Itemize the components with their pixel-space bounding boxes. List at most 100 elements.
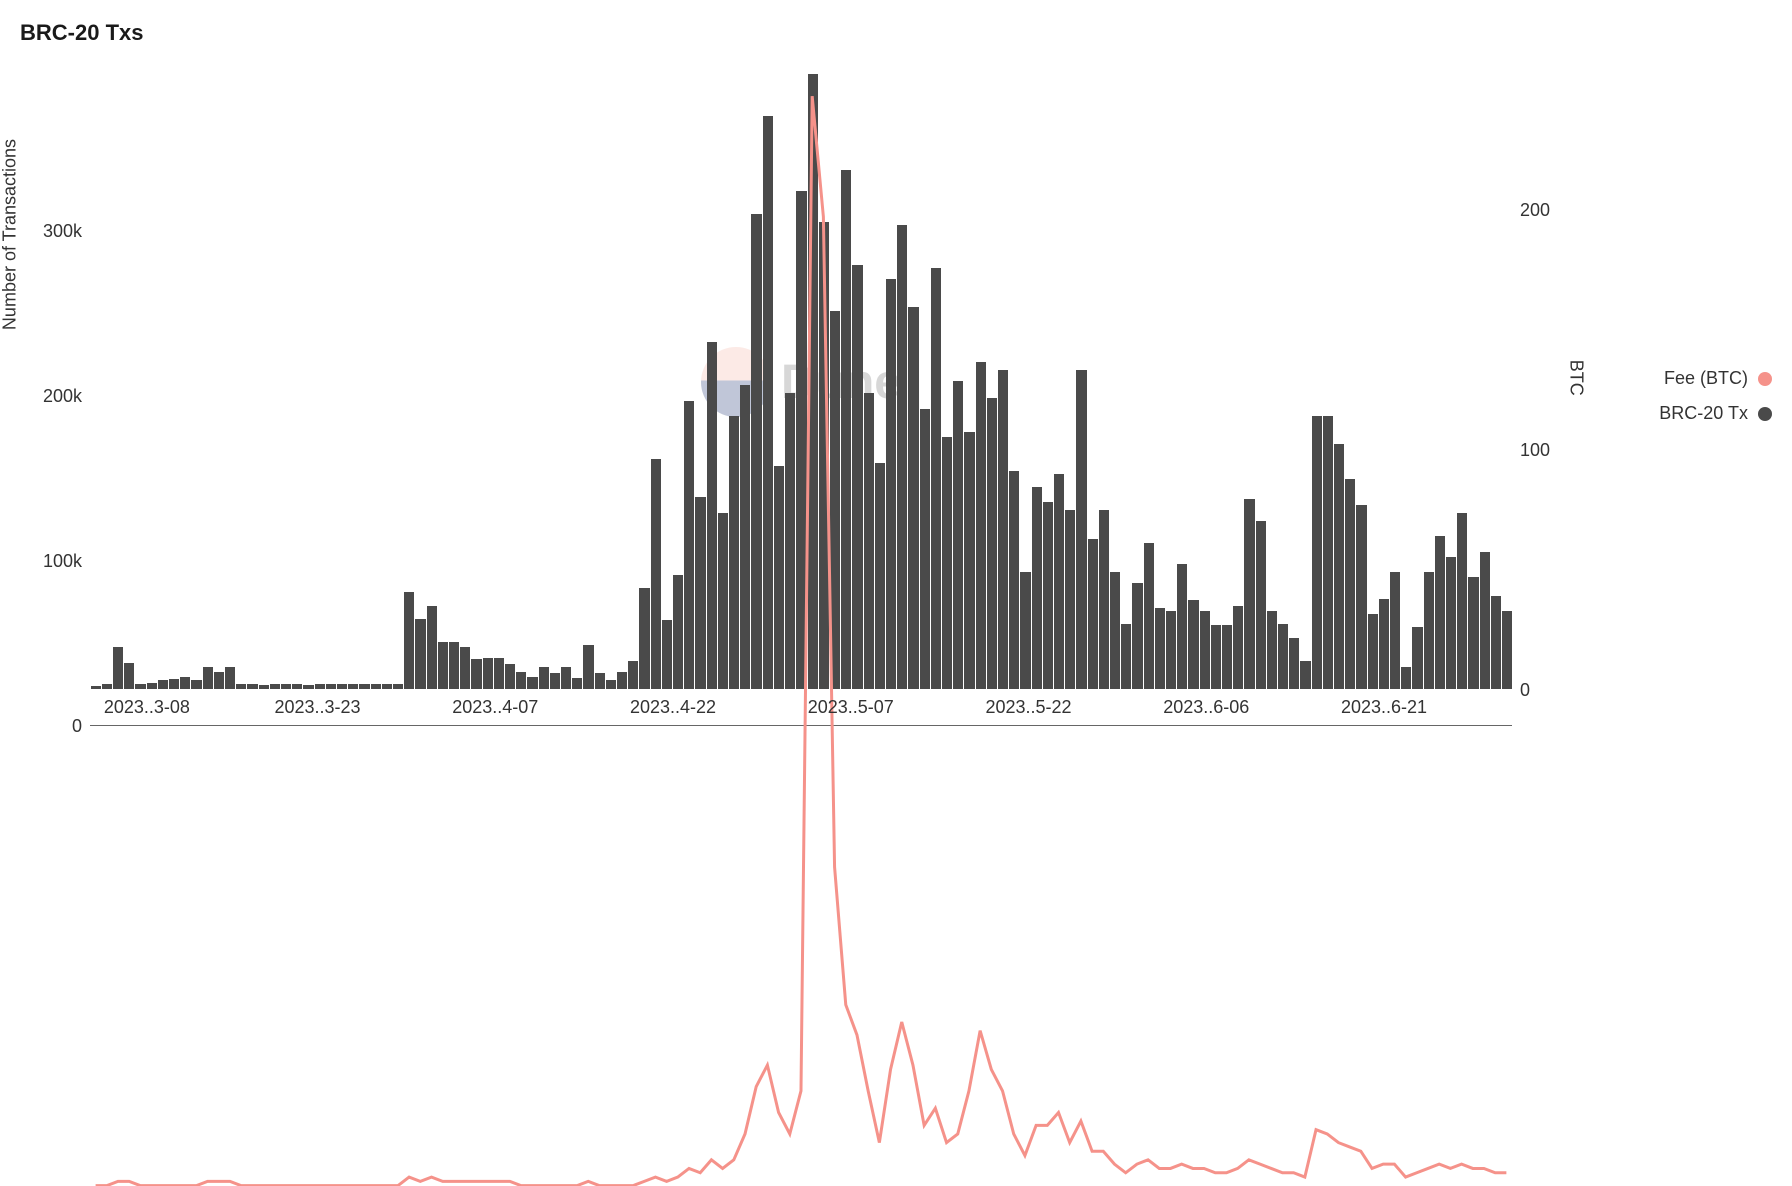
bar[interactable] — [830, 311, 840, 689]
bar[interactable] — [191, 680, 201, 689]
bar[interactable] — [1491, 596, 1501, 689]
bar[interactable] — [651, 459, 661, 690]
bar[interactable] — [785, 393, 795, 689]
bar[interactable] — [1300, 661, 1310, 689]
bar[interactable] — [583, 645, 593, 689]
bar[interactable] — [695, 497, 705, 689]
bar[interactable] — [1155, 608, 1165, 689]
bar[interactable] — [1222, 625, 1232, 689]
bar[interactable] — [1278, 624, 1288, 689]
bar[interactable] — [1356, 505, 1366, 689]
bar[interactable] — [1256, 521, 1266, 689]
bar[interactable] — [774, 466, 784, 689]
bar[interactable] — [1502, 611, 1512, 689]
bar[interactable] — [987, 398, 997, 689]
bar[interactable] — [1233, 606, 1243, 689]
bar[interactable] — [886, 279, 896, 689]
bar[interactable] — [1121, 624, 1131, 689]
bar[interactable] — [729, 416, 739, 689]
bar[interactable] — [1144, 543, 1154, 689]
bar[interactable] — [561, 667, 571, 689]
bar[interactable] — [684, 401, 694, 689]
bar[interactable] — [1401, 667, 1411, 689]
bar[interactable] — [1099, 510, 1109, 689]
bar[interactable] — [819, 222, 829, 689]
bar[interactable] — [1188, 600, 1198, 689]
bar[interactable] — [1424, 572, 1434, 689]
bar[interactable] — [427, 606, 437, 689]
bar[interactable] — [1289, 638, 1299, 689]
bar[interactable] — [1076, 370, 1086, 689]
bar[interactable] — [1379, 599, 1389, 689]
bar[interactable] — [1345, 479, 1355, 689]
bar[interactable] — [539, 667, 549, 689]
bar[interactable] — [1412, 627, 1422, 689]
bar[interactable] — [942, 437, 952, 689]
legend-item[interactable]: Fee (BTC) — [1612, 368, 1772, 389]
bar[interactable] — [639, 588, 649, 689]
bar[interactable] — [1054, 474, 1064, 689]
bar[interactable] — [550, 673, 560, 689]
bar[interactable] — [617, 672, 627, 689]
bar[interactable] — [875, 463, 885, 689]
bar[interactable] — [908, 307, 918, 689]
bar[interactable] — [415, 619, 425, 689]
bar[interactable] — [964, 432, 974, 689]
bar[interactable] — [808, 74, 818, 689]
bar[interactable] — [180, 677, 190, 689]
bar[interactable] — [113, 647, 123, 689]
bar[interactable] — [628, 661, 638, 689]
bar[interactable] — [158, 680, 168, 689]
bar[interactable] — [1211, 625, 1221, 689]
bar[interactable] — [1446, 557, 1456, 689]
bar[interactable] — [527, 677, 537, 689]
bar[interactable] — [1323, 416, 1333, 689]
bar[interactable] — [203, 667, 213, 689]
bar[interactable] — [763, 116, 773, 689]
bar[interactable] — [673, 575, 683, 689]
bar[interactable] — [449, 642, 459, 689]
bar[interactable] — [796, 191, 806, 689]
bar[interactable] — [931, 268, 941, 689]
bar[interactable] — [169, 679, 179, 689]
bar[interactable] — [1177, 564, 1187, 689]
bar[interactable] — [460, 647, 470, 689]
bar[interactable] — [606, 680, 616, 689]
bar[interactable] — [471, 659, 481, 689]
bar[interactable] — [214, 672, 224, 689]
plot-area[interactable]: Dune 2023..3-082023..3-232023..4-072023.… — [90, 66, 1512, 726]
bar[interactable] — [1132, 583, 1142, 689]
bar[interactable] — [953, 381, 963, 689]
bar[interactable] — [1065, 510, 1075, 689]
bar[interactable] — [1020, 572, 1030, 689]
bar[interactable] — [976, 362, 986, 689]
bar[interactable] — [1088, 539, 1098, 689]
bar[interactable] — [718, 513, 728, 689]
bar[interactable] — [438, 642, 448, 689]
bar[interactable] — [897, 225, 907, 689]
bar[interactable] — [1457, 513, 1467, 689]
bar[interactable] — [1032, 487, 1042, 689]
bar[interactable] — [1312, 416, 1322, 689]
legend-item[interactable]: BRC-20 Tx — [1612, 403, 1772, 424]
bar[interactable] — [1110, 572, 1120, 689]
bar[interactable] — [1468, 577, 1478, 689]
bar[interactable] — [572, 678, 582, 689]
bar[interactable] — [852, 265, 862, 689]
bar[interactable] — [404, 592, 414, 689]
bar[interactable] — [707, 342, 717, 689]
bar[interactable] — [864, 393, 874, 689]
bar[interactable] — [662, 620, 672, 689]
bar[interactable] — [841, 170, 851, 689]
bar[interactable] — [1480, 552, 1490, 689]
bar[interactable] — [516, 672, 526, 689]
bar[interactable] — [505, 664, 515, 689]
bar[interactable] — [483, 658, 493, 689]
bar[interactable] — [595, 673, 605, 689]
bar[interactable] — [1435, 536, 1445, 689]
bar[interactable] — [1368, 614, 1378, 689]
bar[interactable] — [740, 385, 750, 689]
bar[interactable] — [124, 663, 134, 689]
bar[interactable] — [920, 409, 930, 689]
bar[interactable] — [1267, 611, 1277, 689]
